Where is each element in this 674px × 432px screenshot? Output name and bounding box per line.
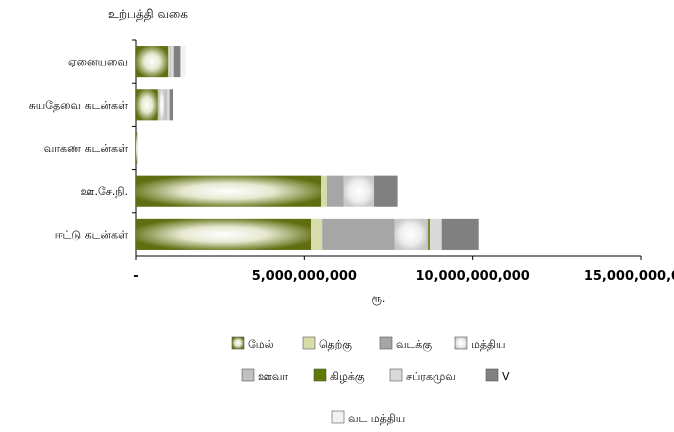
- bar-segment: [322, 218, 395, 250]
- legend-swatch: [302, 336, 316, 350]
- legend-label: ஊவா: [258, 370, 288, 383]
- bar-segment: [137, 132, 138, 164]
- bar-segment: [166, 89, 170, 121]
- bar-segment: [171, 46, 174, 78]
- bar-segment: [394, 218, 427, 250]
- bar-segment: [429, 218, 442, 250]
- bar-segment: [343, 175, 375, 207]
- bar-segment: [311, 218, 323, 250]
- bar-segment: [164, 89, 167, 121]
- legend-swatch: [389, 368, 403, 382]
- category-label: ஈட்டு கடன்கள்: [55, 228, 128, 241]
- bar-segment: [168, 46, 170, 78]
- legend-label: சப்ரகமுவ: [406, 370, 456, 383]
- legend-swatch: [231, 336, 245, 350]
- bar-segment: [180, 46, 186, 78]
- legend-label: தெற்கு: [319, 338, 352, 353]
- bar-segment: [169, 89, 174, 121]
- legend-swatch: [454, 336, 468, 350]
- plot-area: ஏனையவை சுயதேவை கடன்கள் வாகண கடன்கள் ஊ.சே.நி…: [29, 39, 674, 305]
- bar-segment: [159, 89, 165, 121]
- x-tick-label: 10,000,000,000: [416, 269, 530, 284]
- bar-segment: [441, 218, 479, 250]
- category-label: சுயதேவை கடன்கள்: [29, 99, 129, 112]
- bar-segment: [136, 132, 138, 164]
- legend-label: வட மத்திய: [348, 412, 405, 425]
- bar-segment: [136, 175, 322, 207]
- bar-segment: [158, 89, 160, 121]
- bar-segment: [169, 46, 171, 78]
- legend: மேல் தெற்கு வடக்கு மத்திய ஊவா கிழக்கு சப்ரகமுவ…: [231, 336, 510, 425]
- legend-swatch: [331, 410, 345, 424]
- legend-label: வடக்கு: [396, 338, 432, 353]
- legend-label: மேல்: [248, 338, 274, 351]
- legend-swatch: [313, 368, 327, 382]
- x-tick-label: 15,000,000,000: [584, 269, 674, 284]
- legend-label: கிழக்கு: [330, 370, 365, 385]
- bar-segment: [167, 46, 169, 78]
- bar-segment: [173, 46, 181, 78]
- bar-segment: [426, 218, 429, 250]
- category-label: வாகண கடன்கள்: [44, 142, 128, 155]
- bar-segment: [136, 89, 158, 121]
- legend-swatch: [379, 336, 393, 350]
- legend-label: மத்திய: [471, 338, 505, 351]
- category-label: ஏனையவை: [68, 56, 128, 69]
- bar-segment: [428, 218, 430, 250]
- legend-label: V: [502, 370, 510, 383]
- x-tick-label: -: [133, 269, 138, 284]
- bar-segment: [326, 175, 344, 207]
- x-tick-label: 5,000,000,000: [252, 269, 357, 284]
- legend-swatch: [241, 368, 255, 382]
- bar-segment: [374, 175, 398, 207]
- legend-swatch: [485, 368, 499, 382]
- bar-segment: [157, 89, 159, 121]
- bar-segment: [170, 46, 172, 78]
- category-label: ஊ.சே.நி.: [81, 185, 128, 198]
- chart-title: உற்பத்தி வகை: [108, 7, 188, 21]
- bar-segment: [321, 175, 327, 207]
- bar-segment: [136, 46, 168, 78]
- x-axis-label: ரூ.: [372, 292, 386, 305]
- bar-segment: [136, 218, 312, 250]
